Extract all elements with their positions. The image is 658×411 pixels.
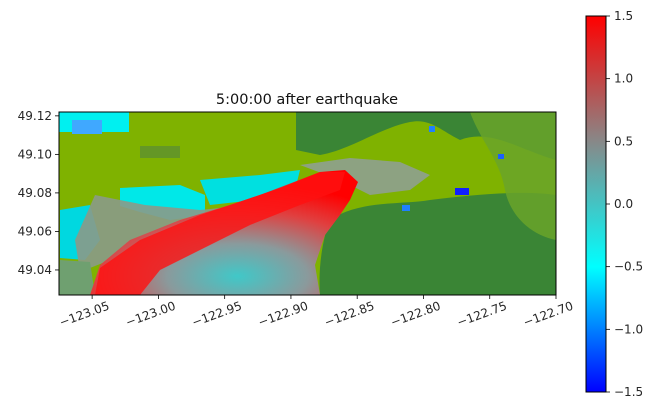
x-axis: −123.05 −123.00 −122.95 −122.90 −122.85 −122.… bbox=[57, 295, 575, 330]
chart-title: 5:00:00 after earthquake bbox=[216, 92, 398, 108]
x-tick-label: −122.80 bbox=[389, 299, 443, 330]
y-tick-label: 49.12 bbox=[18, 109, 52, 123]
colorbar-tick-label: 1.5 bbox=[614, 9, 633, 23]
map-image bbox=[59, 112, 556, 295]
colorbar bbox=[586, 16, 606, 392]
colorbar-tick-label: 0.5 bbox=[614, 134, 633, 148]
x-tick-label: −122.95 bbox=[190, 299, 244, 330]
x-tick-label: −122.85 bbox=[323, 299, 377, 330]
x-tick-label: −123.00 bbox=[124, 299, 178, 330]
y-axis: 49.04 49.06 49.08 49.10 49.12 bbox=[18, 109, 59, 277]
plot-frame bbox=[58, 111, 557, 296]
x-tick-label: −122.75 bbox=[455, 299, 509, 330]
y-tick-label: 49.04 bbox=[18, 263, 52, 277]
colorbar-tick-label: 0.0 bbox=[614, 197, 633, 211]
x-tick-label: −122.90 bbox=[256, 299, 310, 330]
x-tick-label: −122.70 bbox=[521, 299, 575, 330]
y-tick-label: 49.08 bbox=[18, 186, 52, 200]
colorbar-tick-label: 1.0 bbox=[614, 72, 633, 86]
colorbar-tick-label: −1.0 bbox=[614, 322, 643, 336]
colorbar-axis: 1.5 1.0 0.5 0.0 −0.5 −1.0 −1.5 bbox=[606, 9, 643, 399]
y-tick-label: 49.06 bbox=[18, 224, 52, 238]
colorbar-tick-label: −1.5 bbox=[614, 385, 643, 399]
x-tick-label: −123.05 bbox=[57, 299, 111, 330]
y-tick-label: 49.10 bbox=[18, 147, 52, 161]
colorbar-tick-label: −0.5 bbox=[614, 260, 643, 274]
